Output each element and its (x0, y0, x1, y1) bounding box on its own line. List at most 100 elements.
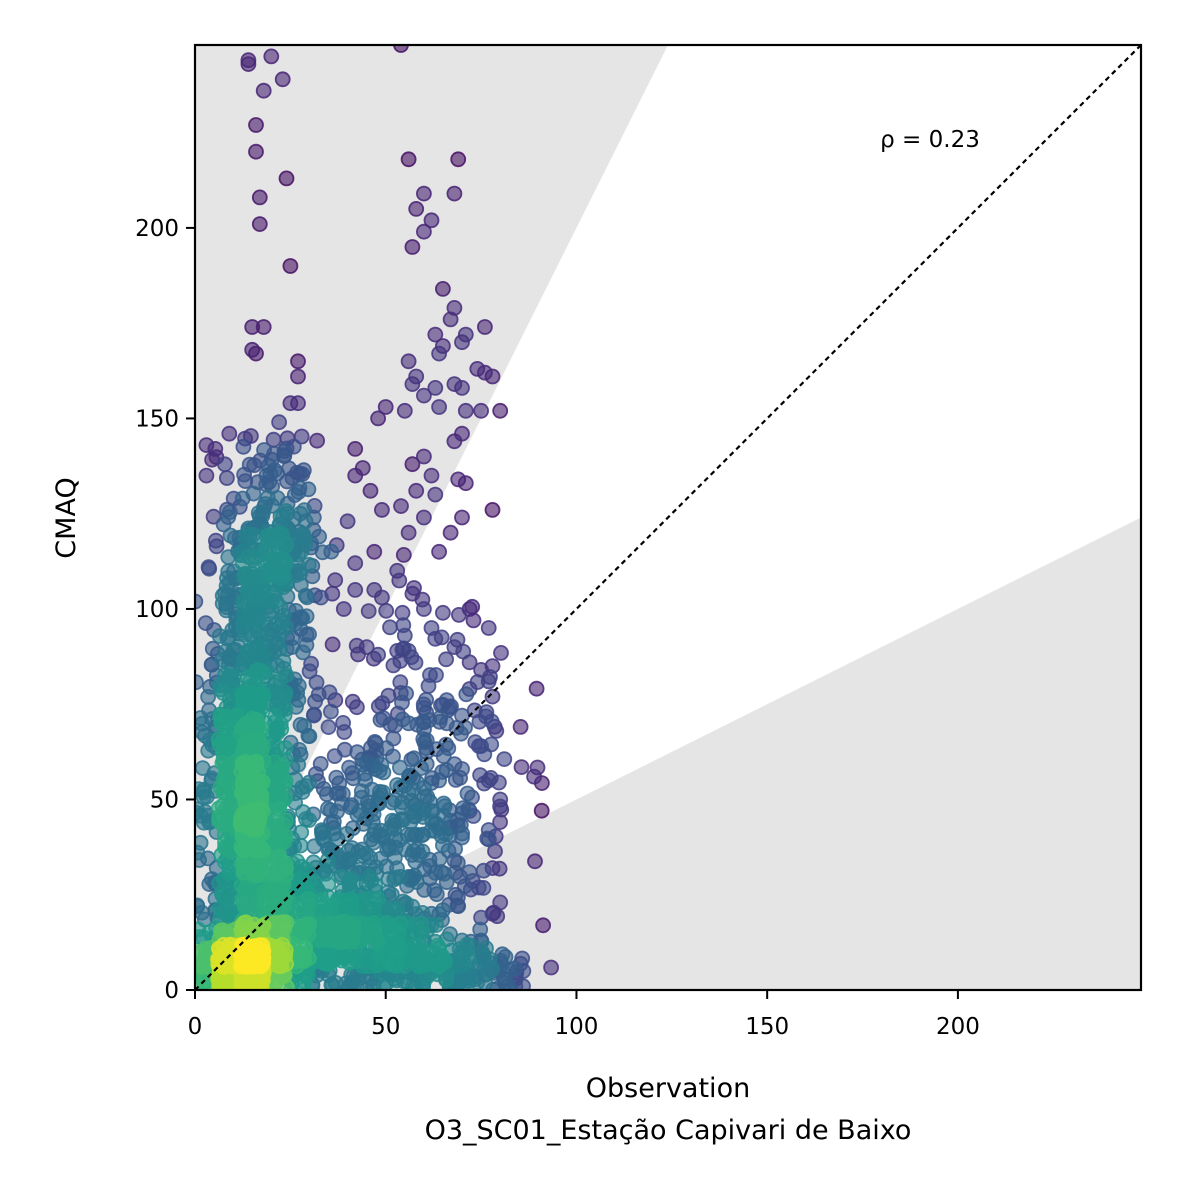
x-tick-label: 50 (371, 1014, 400, 1040)
scatter-point (301, 812, 318, 828)
scatter-point (246, 640, 263, 657)
scatter-point (195, 844, 206, 861)
scatter-point (347, 440, 364, 457)
scatter-point (282, 258, 299, 274)
scatter-point (507, 960, 523, 977)
scatter-point (210, 951, 226, 968)
scatter-point (362, 482, 379, 499)
scatter-point (454, 947, 470, 964)
scatter-point (198, 437, 215, 454)
scatter-point (335, 715, 352, 731)
scatter-point (255, 82, 272, 99)
scatter-point (382, 619, 398, 636)
scatter-point (248, 143, 264, 160)
scatter-point (431, 851, 448, 868)
scatter-point (237, 565, 254, 582)
scatter-point (306, 706, 323, 723)
scatter-point (360, 603, 377, 619)
scatter-point (454, 509, 470, 526)
scatter-point (469, 360, 486, 377)
scatter-point (246, 457, 263, 474)
scatter-point (274, 71, 291, 88)
scatter-point (400, 715, 417, 732)
scatter-point (396, 627, 413, 644)
scatter-point (457, 402, 474, 419)
scatter-point (195, 921, 207, 938)
scatter-point (455, 643, 472, 660)
scatter-point (243, 813, 260, 830)
scatter-point (389, 777, 406, 793)
scatter-point (354, 460, 371, 476)
scatter-point (273, 721, 290, 737)
scatter-point (404, 585, 421, 602)
scatter-point (533, 802, 550, 819)
scatter-point (393, 799, 410, 816)
scatter-point (513, 759, 530, 775)
scatter-point (217, 585, 233, 601)
scatter-point (271, 414, 288, 431)
scatter-point (251, 841, 268, 857)
scatter-point (215, 685, 232, 701)
scatter-point (415, 448, 432, 465)
scatter-point (214, 652, 231, 668)
scatter-point (238, 836, 255, 853)
scatter-point (200, 559, 217, 576)
scatter-point (374, 695, 391, 712)
scatter-point (366, 543, 383, 560)
scatter-point (252, 800, 269, 817)
scatter-point (237, 856, 254, 873)
scatter-point (431, 940, 448, 956)
scatter-point (480, 620, 497, 636)
scatter-point (410, 801, 427, 817)
y-tick-label: 0 (164, 978, 179, 1004)
scatter-point (454, 761, 470, 777)
scatter-point (250, 505, 267, 521)
scatter-point (454, 379, 470, 396)
scatter-point (236, 466, 253, 483)
scatter-point (415, 509, 432, 526)
scatter-point (293, 921, 310, 938)
scatter-point (293, 428, 310, 445)
scatter-point (415, 696, 432, 713)
scatter-point (252, 860, 268, 877)
scatter-point (423, 467, 440, 484)
scatter-point (277, 556, 294, 573)
scatter-point (431, 772, 448, 789)
scatter-point (446, 185, 463, 202)
scatter-point (395, 547, 412, 563)
scatter-point (370, 646, 387, 663)
scatter-point (415, 223, 432, 240)
scatter-point (371, 762, 388, 779)
scatter-point (291, 480, 308, 496)
scatter-point (493, 645, 509, 661)
x-tick-label: 0 (188, 1014, 203, 1040)
scatter-point (297, 587, 314, 604)
scatter-point (454, 829, 470, 846)
scatter-point (198, 467, 215, 484)
scatter-point (238, 757, 254, 774)
y-tick-label: 200 (135, 216, 179, 242)
scatter-point (248, 608, 265, 624)
y-tick-label: 50 (150, 787, 179, 813)
scatter-point (434, 604, 451, 621)
scatter-point (319, 852, 336, 868)
scatter-point (415, 731, 432, 747)
plot-frame (193, 43, 1143, 992)
scatter-point (326, 748, 343, 764)
scatter-point (240, 56, 257, 72)
scatter-point (473, 402, 490, 419)
scatter-point (212, 779, 229, 796)
scatter-point (314, 544, 331, 561)
scatter-point (349, 806, 366, 823)
scatter-point (195, 897, 206, 914)
scatter-point (400, 643, 417, 659)
scatter-point (339, 513, 356, 530)
scatter-point (422, 667, 438, 683)
scatter-point (301, 728, 318, 745)
scatter-point (245, 953, 262, 970)
scatter-point (251, 216, 268, 233)
x-axis-sublabel: O3_SC01_Estação Capivari de Baixo (425, 1115, 912, 1146)
scatter-point (278, 170, 295, 187)
scatter-point (415, 185, 432, 202)
scatter-point (404, 376, 421, 393)
